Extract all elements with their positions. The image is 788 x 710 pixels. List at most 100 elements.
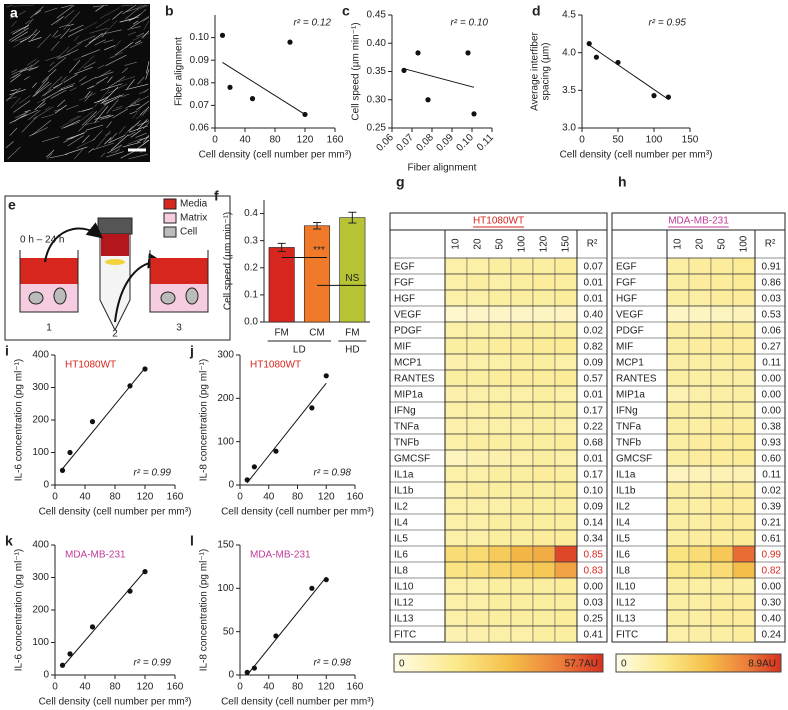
fiber (118, 125, 134, 142)
fiber (8, 27, 29, 42)
heat-cell (666, 385, 690, 403)
fiber (92, 35, 103, 41)
condition-label: MDA-MB-231 (250, 550, 311, 561)
fiber (92, 4, 109, 8)
x-tick-label: 0.06 (374, 132, 396, 154)
heat-cell (466, 433, 490, 451)
fiber (106, 121, 112, 128)
fiber (112, 10, 123, 20)
r2-value: 0.01 (584, 294, 604, 305)
fiber (90, 79, 105, 89)
heat-cell (732, 257, 756, 275)
point (89, 419, 96, 425)
annotation: r² = 0.99 (133, 468, 171, 479)
y-axis-label: Cell speed (µm min⁻¹) (351, 22, 362, 120)
y-tick-label: 300 (32, 572, 49, 583)
fit-line (403, 68, 475, 88)
row-label: IL6 (616, 550, 630, 561)
heat-cell (466, 513, 490, 531)
heat-cell (710, 513, 734, 531)
fiber (86, 85, 95, 90)
heat-cell (732, 561, 756, 579)
row-label: MCP1 (616, 358, 644, 369)
column-label: 20 (695, 238, 706, 250)
heat-cell (466, 497, 490, 515)
heat-cell (532, 577, 556, 595)
heat-cell (666, 625, 690, 643)
row-label: TNFb (616, 438, 641, 449)
heat-cell (710, 369, 734, 387)
row-label: HGF (394, 294, 415, 305)
x-tick-label: 80 (109, 492, 121, 503)
heat-cell (688, 625, 712, 643)
fiber (52, 30, 59, 38)
heat-cell (666, 609, 690, 627)
point (89, 624, 96, 630)
heat-cell (488, 289, 512, 307)
fiber (14, 33, 38, 42)
heat-cell (710, 385, 734, 403)
x-tick-label: 0 (52, 492, 58, 503)
fiber (143, 134, 150, 143)
error-bar (277, 242, 286, 253)
fiber (12, 64, 33, 79)
heat-cell (488, 449, 512, 467)
fiber (139, 137, 150, 141)
r2-value: 0.86 (762, 278, 782, 289)
annotation: r² = 0.95 (648, 18, 686, 29)
heat-cell (466, 305, 490, 323)
colorbar-label: 8.9AU (748, 659, 776, 670)
row-label: IL1a (616, 470, 636, 481)
heat-cell (710, 593, 734, 611)
fiber (10, 73, 18, 79)
heat-cell (688, 257, 712, 275)
fiber (60, 115, 82, 128)
heat-cell (444, 465, 468, 483)
fiber (124, 61, 137, 66)
y-tick-label: 100 (32, 637, 49, 648)
fiber (6, 4, 13, 8)
colorbar-label: 57.7AU (565, 659, 598, 670)
y-tick-label: 300 (32, 382, 49, 393)
row-label: EGF (394, 262, 415, 273)
column-label: 10 (451, 238, 462, 250)
heat-cell (444, 369, 468, 387)
row-label: IL12 (394, 598, 414, 609)
fiber (80, 76, 97, 86)
heat-cell (732, 529, 756, 547)
row-label: FITC (394, 630, 416, 641)
colorbar (393, 653, 604, 673)
fiber (19, 37, 31, 43)
fiber (125, 102, 137, 109)
row-label: MIF (616, 342, 633, 353)
fiber (61, 121, 80, 129)
fiber (103, 39, 114, 43)
colorbar-label: 0 (399, 659, 405, 670)
heat-cell (444, 289, 468, 307)
heat-cell (444, 609, 468, 627)
fiber (9, 89, 26, 96)
heat-cell (688, 449, 712, 467)
fiber (25, 19, 31, 25)
heat-cell (732, 369, 756, 387)
heat-cell (444, 385, 468, 403)
fiber (117, 76, 136, 83)
fiber (34, 100, 46, 111)
heat-cell (688, 545, 712, 563)
r2-value: 0.25 (584, 614, 604, 625)
heat-cell (444, 337, 468, 355)
heat-cell (688, 529, 712, 547)
r2-value: 0.06 (762, 326, 782, 337)
point (323, 577, 329, 583)
fiber (99, 7, 120, 19)
fiber (127, 31, 137, 36)
heat-cell (732, 449, 756, 467)
fiber (65, 146, 88, 155)
heat-cell (510, 513, 534, 531)
y-tick-label: 0.35 (367, 66, 387, 77)
heat-cell (666, 353, 690, 371)
heat-cell (554, 385, 578, 403)
fiber (43, 85, 59, 96)
heat-cell (732, 273, 756, 291)
fiber (83, 61, 96, 69)
